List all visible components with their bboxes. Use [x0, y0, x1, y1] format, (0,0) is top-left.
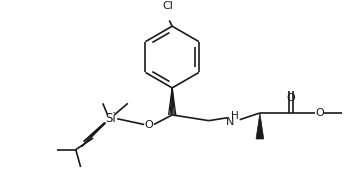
Text: H: H [231, 111, 239, 121]
Text: N: N [226, 117, 234, 127]
Polygon shape [256, 113, 264, 139]
Text: Cl: Cl [162, 1, 173, 11]
Text: O: O [145, 120, 153, 130]
Text: O: O [286, 93, 295, 103]
Text: Si: Si [105, 112, 116, 125]
Text: O: O [315, 108, 324, 118]
